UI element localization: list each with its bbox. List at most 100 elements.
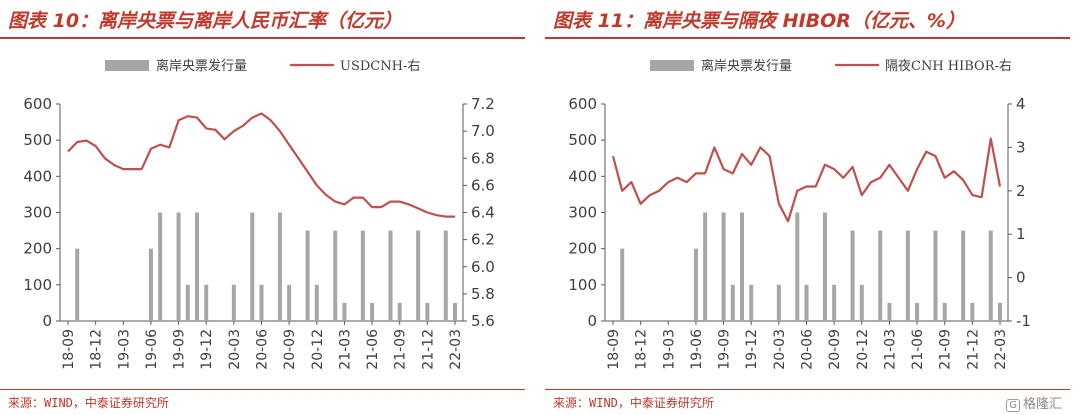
x-axis-tick-label: 20-03	[227, 329, 243, 370]
logo-icon: G	[1006, 399, 1020, 412]
x-axis-tick-label: 19-03	[661, 329, 677, 370]
right-axis-tick-label: 6.4	[471, 204, 495, 222]
x-axis-tick-label: 18-09	[606, 329, 622, 370]
left-axis-tick-label: 200	[23, 240, 52, 258]
brand-watermark: G 格隆汇	[1006, 393, 1062, 412]
right-axis-tick-label: 1	[1016, 225, 1026, 243]
x-axis-tick-label: 18-09	[61, 329, 77, 370]
x-axis-tick-label: 21-09	[938, 329, 954, 370]
line-series	[67, 112, 455, 218]
source-divider	[545, 389, 1070, 390]
left-axis-tick-label: 600	[23, 95, 52, 113]
x-axis-tick-label: 18-12	[634, 329, 650, 370]
right-axis-tick-label: 3	[1016, 138, 1026, 156]
bar	[277, 212, 282, 321]
bar	[397, 302, 402, 321]
x-axis-tick-label: 20-06	[800, 329, 816, 370]
bar	[453, 302, 457, 321]
bar	[822, 212, 827, 321]
source-divider	[0, 389, 525, 390]
bar	[195, 212, 199, 321]
bar	[905, 230, 910, 321]
bar	[693, 248, 698, 321]
bar	[795, 212, 800, 321]
bar	[443, 230, 448, 321]
x-axis-tick-label: 20-06	[255, 329, 271, 370]
right-axis-tick-label: 6.6	[471, 176, 495, 194]
bar	[416, 230, 421, 321]
brand-text: 格隆汇	[1022, 397, 1062, 412]
bar	[988, 230, 993, 321]
right-axis-tick-label: 5.6	[471, 312, 495, 330]
chart-panel-left: 图表 10：离岸央票与离岸人民币汇率（亿元） 离岸央票发行量 USDCNH-右 0 1…	[0, 0, 525, 415]
right-axis-tick-label: 0	[1016, 269, 1026, 287]
legend-bar-label: 离岸央票发行量	[701, 58, 792, 74]
bar	[158, 212, 163, 321]
right-axis-tick-label: 4	[1016, 95, 1026, 113]
left-axis-tick-label: 100	[23, 276, 52, 294]
bar	[915, 302, 920, 321]
title-divider	[545, 37, 1070, 39]
x-axis-tick-label: 19-09	[717, 329, 733, 370]
bar	[370, 302, 375, 321]
left-axis-tick-label: 500	[568, 131, 597, 149]
bar	[730, 284, 735, 321]
bar	[878, 230, 883, 321]
x-axis-tick-label: 21-03	[337, 329, 353, 370]
x-axis-tick-label: 20-12	[855, 329, 871, 370]
bar	[333, 230, 338, 321]
bar	[721, 212, 726, 321]
right-axis-tick-label: 2	[1016, 182, 1026, 200]
bar	[360, 230, 365, 321]
legend-line-label: USDCNH-右	[340, 59, 420, 74]
bar	[961, 230, 966, 321]
bar	[148, 248, 153, 321]
right-axis-tick-label: 7.2	[471, 95, 495, 113]
bar	[776, 284, 781, 321]
bar	[75, 248, 80, 321]
line-series	[611, 137, 1002, 223]
bar	[970, 302, 975, 321]
bar	[740, 212, 744, 321]
x-axis-tick-label: 20-09	[282, 329, 298, 370]
x-axis-tick-label: 21-12	[420, 329, 436, 370]
bar	[942, 302, 947, 321]
left-axis-tick-label: 600	[568, 95, 597, 113]
right-axis-tick-label: 6.0	[471, 258, 495, 276]
right-axis-tick-label: 5.8	[471, 285, 495, 303]
x-axis-tick-label: 20-03	[772, 329, 788, 370]
legend-bar-label: 离岸央票发行量	[156, 58, 247, 74]
bar	[185, 284, 190, 321]
legend-line-label: 隔夜CNH HIBOR-右	[885, 59, 1012, 74]
chart-panel-right: 图表 11：离岸央票与隔夜 HIBOR（亿元、%） 离岸央票发行量 隔夜CNH H…	[545, 0, 1070, 415]
bar	[250, 212, 255, 321]
x-axis-tick-label: 22-03	[993, 329, 1009, 370]
right-axis-tick-label: 6.2	[471, 231, 495, 249]
bar	[887, 302, 892, 321]
left-axis-tick-label: 400	[23, 167, 52, 185]
x-axis-tick-label: 19-03	[116, 329, 132, 370]
bar	[804, 284, 809, 321]
panel-title: 图表 11：离岸央票与隔夜 HIBOR（亿元、%）	[553, 10, 965, 32]
bar	[176, 212, 181, 321]
legend: 离岸央票发行量 USDCNH-右	[105, 58, 420, 74]
legend-bar-swatch	[105, 60, 149, 71]
panel-title: 图表 10：离岸央票与离岸人民币汇率（亿元）	[8, 10, 403, 32]
hibor-chart: 离岸央票发行量 隔夜CNH HIBOR-右 0 100 200 300 400 500 600 -…	[568, 58, 1031, 370]
x-axis-tick-label: 19-09	[172, 329, 188, 370]
bar	[859, 284, 864, 321]
bar	[342, 302, 347, 321]
x-axis-tick-label: 22-03	[448, 329, 464, 370]
bar	[314, 284, 319, 321]
x-axis-tick-label: 19-06	[689, 329, 705, 370]
x-axis-tick-label: 20-12	[310, 329, 326, 370]
left-axis-tick-label: 500	[23, 131, 52, 149]
bar	[703, 212, 708, 321]
x-axis-tick-label: 20-09	[827, 329, 843, 370]
fx-chart: 离岸央票发行量 USDCNH-右 0 100 200 300 400 500 600 5.6 5.8…	[23, 58, 495, 370]
bar	[620, 248, 625, 321]
left-axis-tick-label: 0	[587, 312, 597, 330]
source-note: 来源：WIND，中泰证券研究所	[553, 396, 714, 410]
x-axis-tick-label: 19-12	[744, 329, 760, 370]
left-axis-tick-label: 300	[23, 204, 52, 222]
